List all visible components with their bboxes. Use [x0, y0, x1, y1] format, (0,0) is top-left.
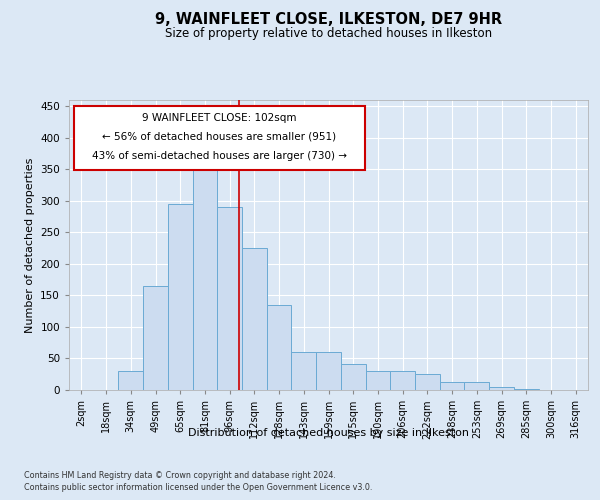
Bar [242, 248, 267, 390]
Bar [464, 382, 489, 390]
Y-axis label: Number of detached properties: Number of detached properties [25, 158, 35, 332]
FancyBboxPatch shape [74, 106, 365, 170]
Bar [267, 305, 292, 390]
Text: Distribution of detached houses by size in Ilkeston: Distribution of detached houses by size … [188, 428, 469, 438]
Bar [390, 371, 415, 390]
Text: 9, WAINFLEET CLOSE, ILKESTON, DE7 9HR: 9, WAINFLEET CLOSE, ILKESTON, DE7 9HR [155, 12, 502, 28]
Bar [118, 371, 143, 390]
Bar [365, 371, 390, 390]
Text: 9 WAINFLEET CLOSE: 102sqm: 9 WAINFLEET CLOSE: 102sqm [142, 113, 297, 123]
Bar [193, 156, 217, 390]
Text: Size of property relative to detached houses in Ilkeston: Size of property relative to detached ho… [165, 28, 493, 40]
Bar [217, 207, 242, 390]
Bar [440, 382, 464, 390]
Text: Contains public sector information licensed under the Open Government Licence v3: Contains public sector information licen… [24, 482, 373, 492]
Bar [341, 364, 365, 390]
Bar [514, 388, 539, 390]
Bar [143, 286, 168, 390]
Bar [316, 352, 341, 390]
Bar [168, 204, 193, 390]
Bar [489, 387, 514, 390]
Text: ← 56% of detached houses are smaller (951): ← 56% of detached houses are smaller (95… [103, 132, 337, 142]
Bar [292, 352, 316, 390]
Text: Contains HM Land Registry data © Crown copyright and database right 2024.: Contains HM Land Registry data © Crown c… [24, 472, 336, 480]
Text: 43% of semi-detached houses are larger (730) →: 43% of semi-detached houses are larger (… [92, 151, 347, 161]
Bar [415, 374, 440, 390]
